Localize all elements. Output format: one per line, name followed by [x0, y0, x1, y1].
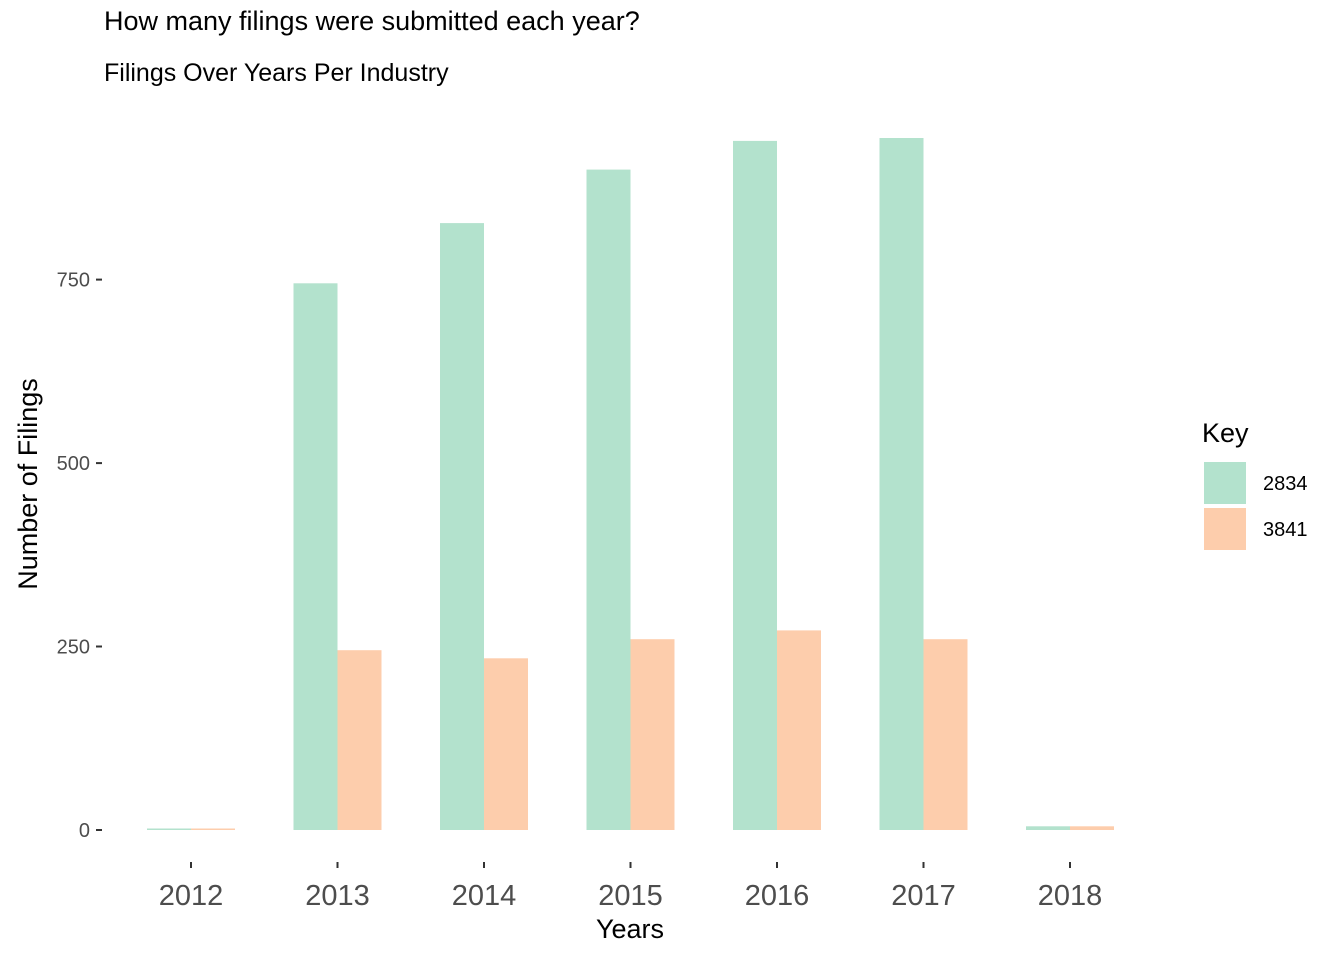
legend-label-3841: 3841	[1263, 519, 1308, 541]
bar-3841-2014	[484, 658, 528, 830]
bar-2834-2012	[147, 828, 191, 830]
x-tick-label-2012: 2012	[159, 880, 224, 912]
x-tick-label-2014: 2014	[452, 880, 517, 912]
y-axis: 0 250 500 750	[57, 270, 102, 842]
y-tick-label-750: 750	[57, 270, 90, 292]
legend: Key 2834 3841	[1202, 418, 1308, 552]
y-axis-title: Number of Filings	[13, 378, 43, 590]
x-tick-label-2013: 2013	[305, 880, 370, 912]
bar-2834-2016	[733, 140, 777, 830]
bar-3841-2016	[777, 630, 821, 830]
x-tick-label-2017: 2017	[891, 880, 956, 912]
bar-3841-2018	[1070, 826, 1114, 830]
y-tick-label-0: 0	[79, 820, 90, 842]
bar-2834-2015	[586, 169, 631, 831]
x-axis-title: Years	[596, 914, 664, 944]
bar-2834-2013	[293, 283, 338, 830]
bar-2834-2018	[1026, 826, 1070, 830]
legend-swatch-3841	[1202, 506, 1248, 552]
bar-2834-2017	[879, 138, 924, 830]
x-tick-label-2016: 2016	[745, 880, 810, 912]
chart-title: How many filings were submitted each yea…	[104, 6, 640, 36]
legend-label-2834: 2834	[1263, 473, 1308, 495]
x-tick-label-2015: 2015	[598, 880, 663, 912]
chart-subtitle: Filings Over Years Per Industry	[104, 59, 449, 87]
bar-2834-2014	[440, 223, 484, 831]
y-tick-label-250: 250	[57, 637, 90, 659]
legend-title: Key	[1202, 418, 1249, 448]
bar-3841-2012	[191, 828, 235, 830]
bar-3841-2015	[630, 639, 675, 830]
bar-3841-2017	[923, 639, 968, 830]
x-tick-label-2018: 2018	[1038, 880, 1103, 912]
bar-3841-2013	[337, 650, 382, 830]
x-axis: 2012 2013 2014 2015 2016 2017 2018	[159, 862, 1103, 912]
plot-area	[147, 138, 1114, 831]
legend-swatch-2834	[1202, 460, 1248, 506]
y-tick-label-500: 500	[57, 453, 90, 475]
